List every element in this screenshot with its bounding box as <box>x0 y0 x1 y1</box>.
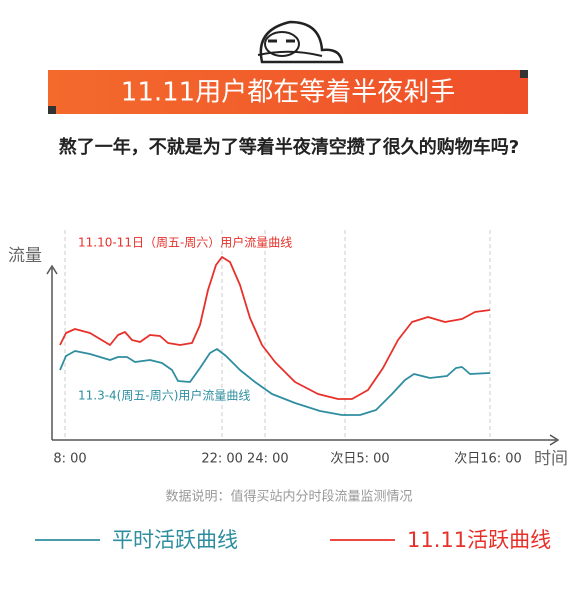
legend-text: 11.11活跃曲线 <box>407 528 551 552</box>
legend-text: 平时活跃曲线 <box>112 528 238 552</box>
note: 数据说明：值得买站内分时段流量监测情况 <box>165 489 412 505</box>
x-arrow <box>549 434 560 446</box>
banner-title: 11.11用户都在等着半夜剁手 <box>121 78 455 108</box>
x-tick-label: 次日16: 00 <box>454 451 522 467</box>
y-label: 流量 <box>8 246 42 266</box>
x-label: 时间 <box>534 449 568 469</box>
banner-corner <box>48 106 56 114</box>
series-label: 11.10-11日（周五-周六）用户流量曲线 <box>78 235 292 250</box>
banner <box>48 70 528 114</box>
curve-1111 <box>59 256 491 400</box>
x-tick-label: 次日5: 00 <box>330 451 389 467</box>
mascot <box>257 20 344 64</box>
y-arrow <box>46 264 58 275</box>
banner-corner <box>520 70 528 78</box>
curve-normal <box>59 348 491 416</box>
series-label: 11.3-4(周五-周六)用户流量曲线 <box>78 388 250 403</box>
chart: 流量 时间 8: 00 22: 00 24: 00 次日5: 00 次日16: … <box>8 230 568 469</box>
x-tick-label: 22: 00 24: 00 <box>201 452 288 467</box>
subtitle: 熬了一年，不就是为了等着半夜清空攒了很久的购物车吗? <box>59 136 519 158</box>
x-tick-label: 8: 00 <box>53 452 86 467</box>
